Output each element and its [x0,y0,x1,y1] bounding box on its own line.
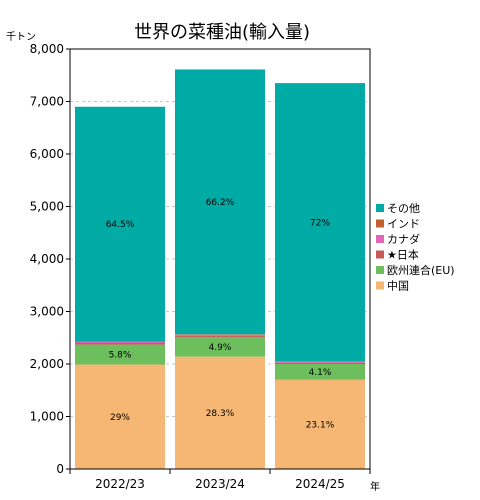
x-axis-unit: 年 [370,480,380,493]
bar-segment [175,356,265,469]
bar-segment [75,106,165,342]
legend-label: その他 [387,202,420,215]
bar-segment [75,341,165,342]
y-tick-label: 8,000 [30,42,64,56]
x-tick-label: 2022/23 [95,477,145,491]
y-tick-label: 1,000 [30,410,64,424]
bar-segment [75,344,165,365]
y-tick-label: 4,000 [30,252,64,266]
bar-segment [75,364,165,469]
bar-segment [175,336,265,357]
bar-segment [175,334,265,336]
data-label: 72% [310,218,330,228]
bar-segment [175,335,265,337]
bar-segment [75,343,165,345]
chart-title: 世界の菜種油(輸入量) [134,22,310,43]
axes: 0 1,000 2,000 3,000 4,000 5,000 6,000 7,000 8,00… [30,42,371,491]
bar-segment [75,341,165,343]
y-tick-label: 6,000 [30,147,64,161]
data-label: 29% [110,413,130,423]
legend-swatch [376,219,384,228]
y-tick-label: 0 [56,462,64,476]
bar-segment [275,361,365,363]
y-tick-label: 7,000 [30,95,64,109]
legend-label: インド [387,218,420,231]
legend-swatch [376,281,384,290]
legend-swatch [376,235,384,243]
legend-swatch [376,266,384,274]
legend-label: ★日本 [387,248,419,262]
x-tick-label: 2024/25 [295,477,345,491]
bar-segment [175,334,265,335]
x-tick-label: 2023/24 [195,477,245,491]
data-label: 64.5% [106,220,135,230]
data-label: 4.1% [309,368,332,378]
bars [75,69,365,469]
legend-swatch [376,204,384,212]
data-label: 28.3% [206,409,235,419]
data-label: 23.1% [306,420,335,430]
data-label: 66.2% [206,198,235,208]
data-label: 5.8% [109,351,132,361]
y-tick-label: 5,000 [30,200,64,214]
y-tick-label: 3,000 [30,305,64,319]
y-axis-unit: 千トン [6,31,36,43]
bar-segment [175,69,265,335]
data-label: 4.9% [209,343,232,353]
bar-segment [275,83,365,362]
legend-label: 欧州連合(EU) [387,263,455,277]
bar-segment [275,379,365,469]
y-tick-label: 2,000 [30,357,64,371]
legend-label: カナダ [387,232,420,246]
legend-swatch [376,250,384,259]
bar-segment [275,364,365,380]
bar-segment [275,361,365,362]
legend-label: 中国 [387,280,409,293]
bar-segment [275,362,365,364]
data-labels: 29% 5.8% 64.5% 28.3% 4.9% 66.2% 23.1% 4.1% 72% [106,198,335,430]
